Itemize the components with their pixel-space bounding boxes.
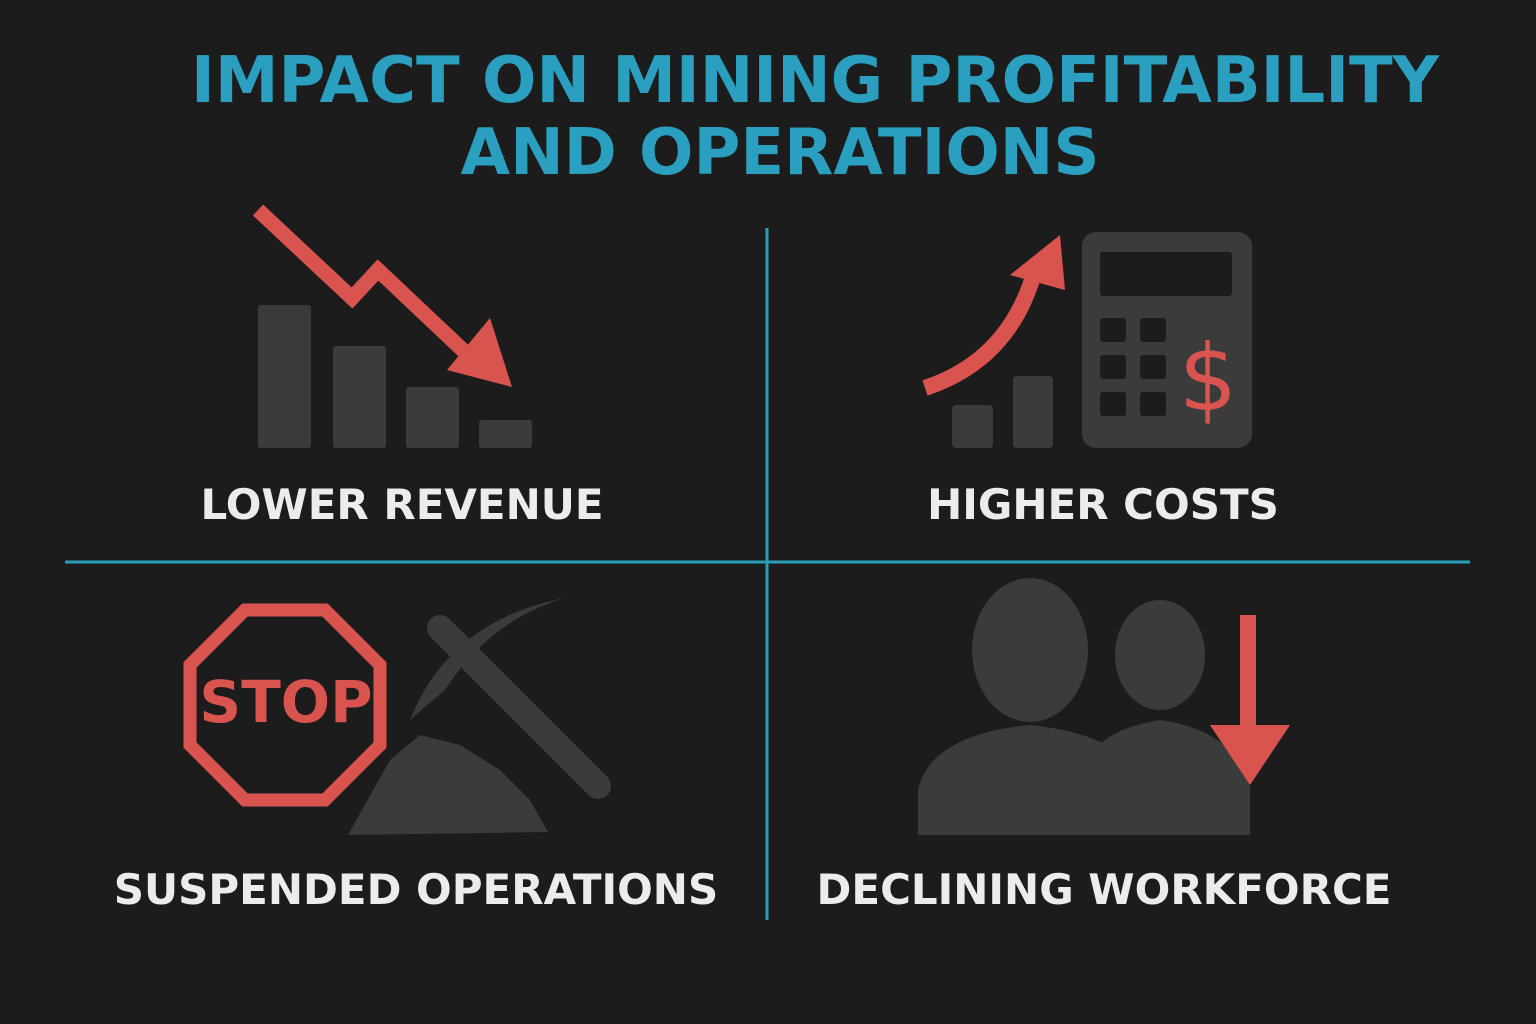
- workforce-icon: [918, 578, 1290, 835]
- quadrant-label: SUSPENDED OPERATIONS: [114, 865, 718, 914]
- quadrant-label: LOWER REVENUE: [200, 480, 603, 529]
- costs-icon: [922, 232, 1252, 448]
- title-line: IMPACT ON MINING PROFITABILITY: [191, 44, 1440, 118]
- title-line: AND OPERATIONS: [461, 116, 1100, 190]
- stop-pickaxe-icon: [183, 598, 611, 835]
- quadrant-label: HIGHER COSTS: [927, 480, 1279, 529]
- currency-symbol: $: [1179, 325, 1238, 432]
- revenue-icon: [252, 204, 532, 448]
- stop-text: STOP: [199, 668, 372, 736]
- quadrant-label: DECLINING WORKFORCE: [817, 865, 1392, 914]
